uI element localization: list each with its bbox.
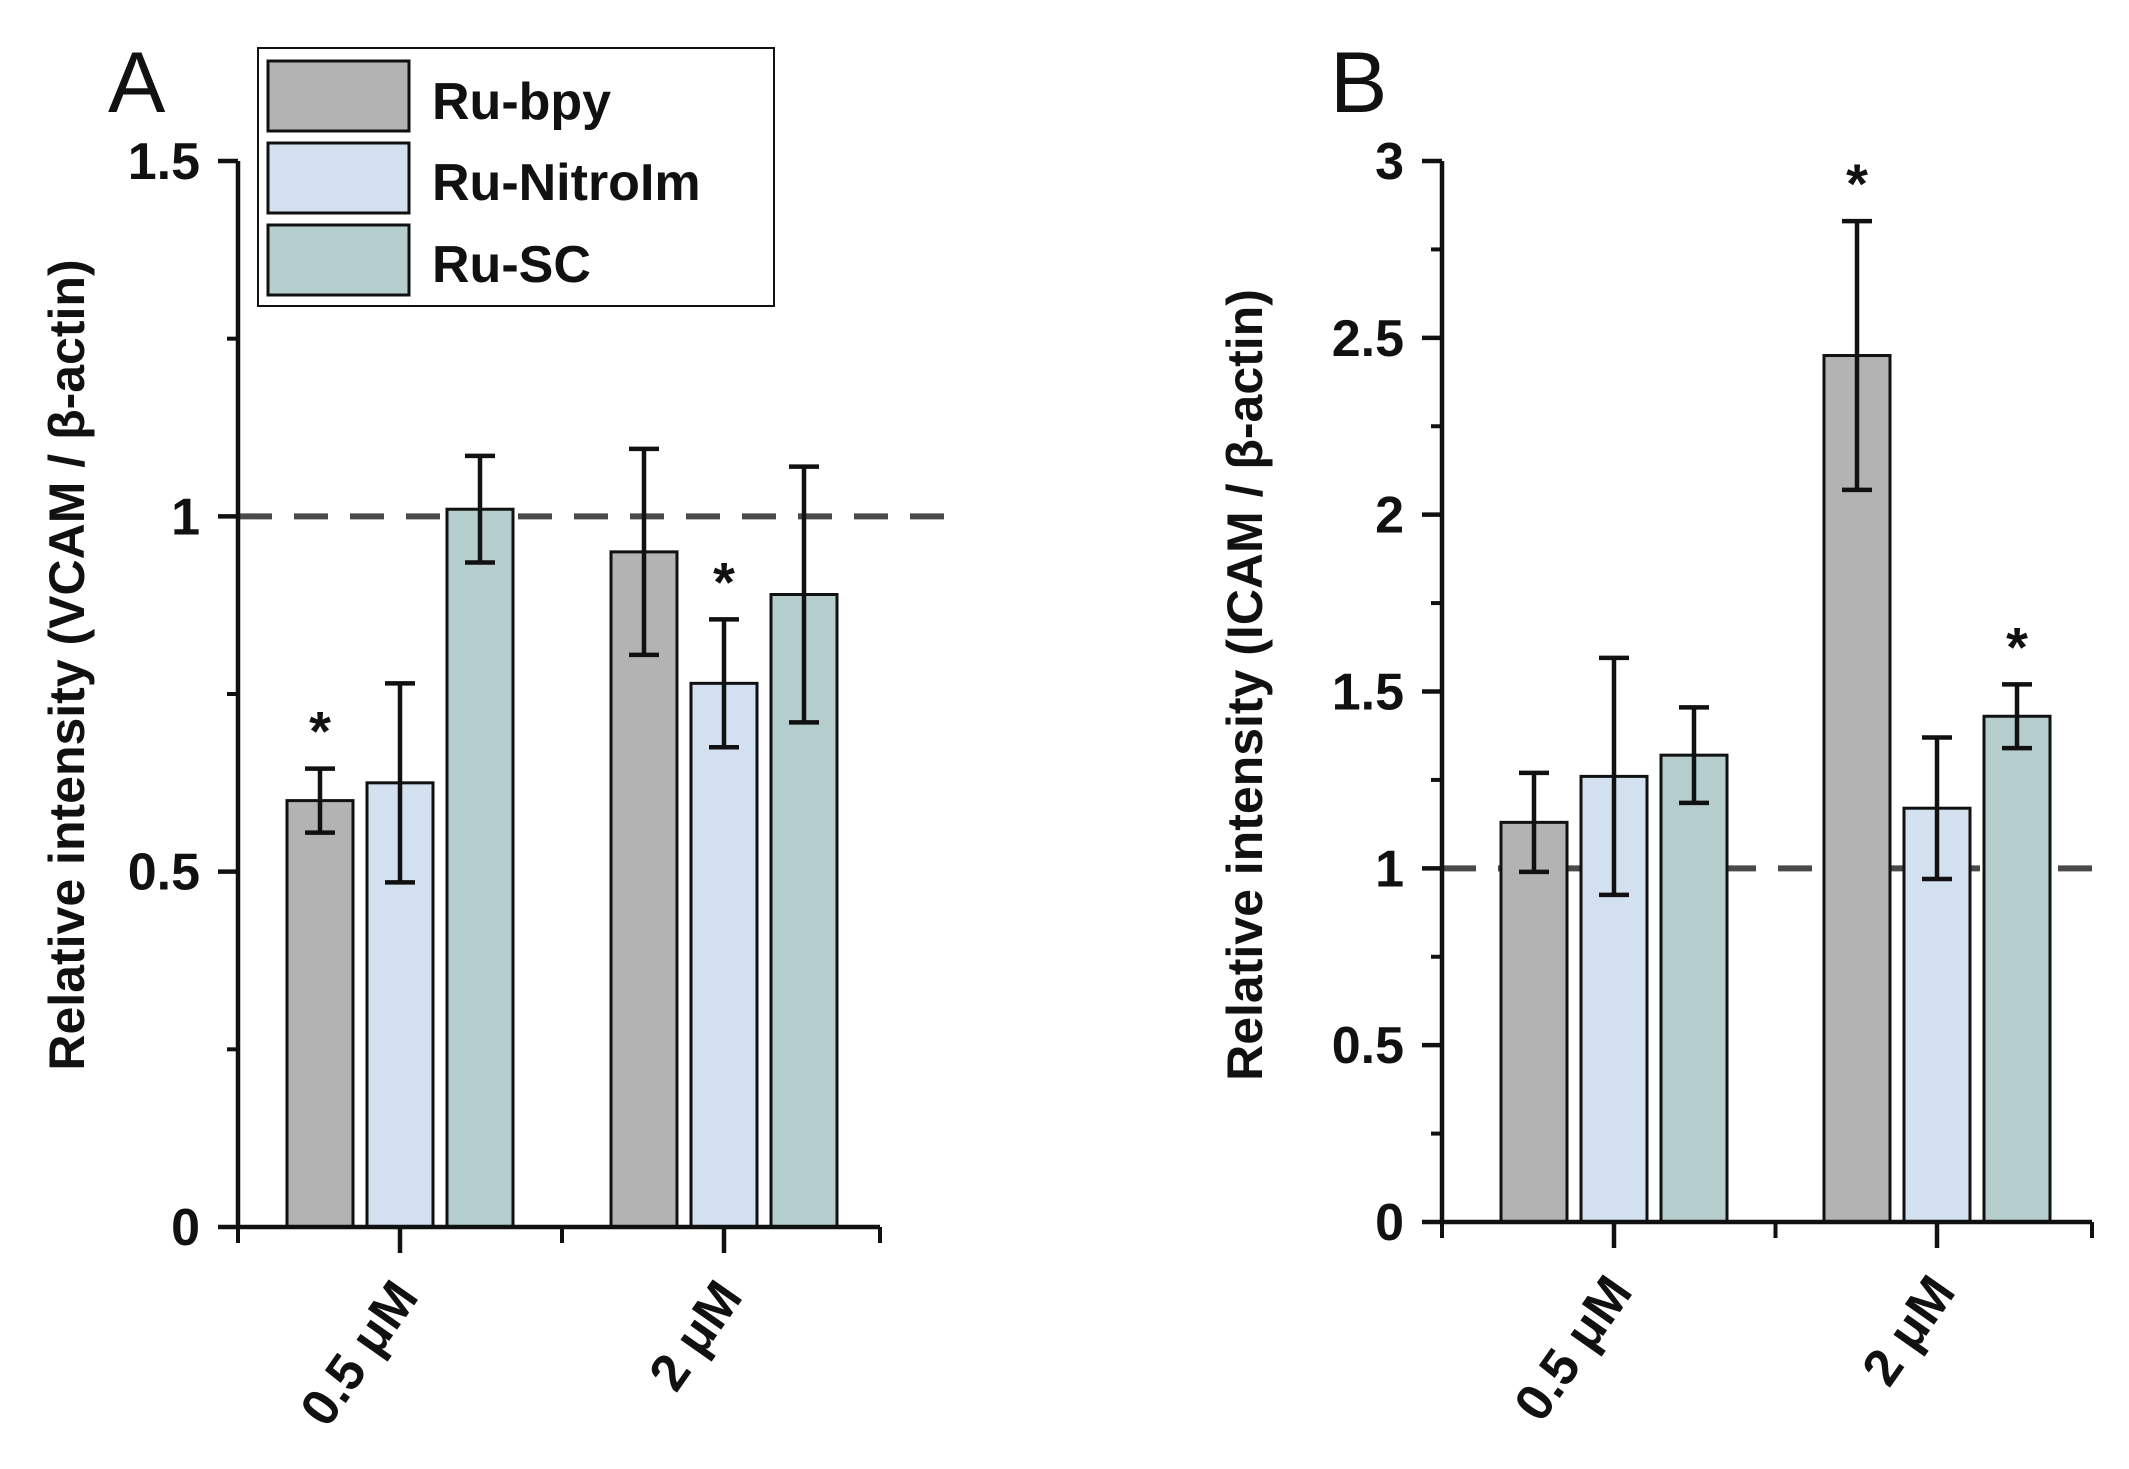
panel-b-significance-markers: ** <box>1846 152 2028 678</box>
b-y-tick-label-3: 3 <box>1375 133 1404 191</box>
panel-a-bars <box>285 507 839 1229</box>
b-bar-ru-sc-0-5-m <box>1659 753 1729 1224</box>
b-y-tick-label-2: 2 <box>1375 487 1404 545</box>
panel-a-chart: A Relative intensity (VCAM / β-actin) **… <box>39 35 962 1436</box>
panel-b-y-tick-labels: 0 0.5 1 1.5 2 2.5 3 <box>1332 133 1404 1252</box>
panel-b-error-bars <box>1519 218 2032 898</box>
panel-a-y-tick-labels: 0 0.5 1 1.5 <box>128 133 200 1257</box>
legend-label-ru-sc: Ru-SC <box>432 236 591 294</box>
panel-b-bars <box>1499 354 2052 1224</box>
a-x-tick-label-2-m: 2 μM <box>638 1271 753 1401</box>
panel-a-significance-markers: ** <box>309 550 735 762</box>
a-bar-ru-bpy-0-5-m <box>285 799 355 1229</box>
b-y-tick-label-1-5: 1.5 <box>1332 664 1404 722</box>
a-significance-star-ru-bpy-0-5-m: * <box>309 700 331 763</box>
legend-swatch-ru-bpy <box>266 59 411 133</box>
a-x-tick-label-0-5-m: 0.5 μM <box>289 1271 429 1437</box>
b-y-tick-label-2-5: 2.5 <box>1332 310 1404 368</box>
panel-a-y-axis-label: Relative intensity (VCAM / β-actin) <box>39 259 95 1070</box>
a-y-tick-label-0: 0 <box>171 1199 200 1257</box>
legend-label-ru-bpy: Ru-bpy <box>432 73 611 131</box>
b-y-tick-label-1: 1 <box>1375 840 1404 898</box>
b-x-tick-label-2-m: 2 μM <box>1851 1266 1966 1396</box>
panel-a-error-bars <box>305 446 819 885</box>
panel-a-axes <box>218 158 882 1253</box>
panel-a-x-tick-labels: 0.5 μM 2 μM <box>289 1271 753 1437</box>
b-bar-ru-sc-2-m <box>1982 714 2052 1224</box>
a-y-tick-label-0-5: 0.5 <box>128 844 200 902</box>
a-significance-star-ru-nitroim-2-m: * <box>713 550 735 613</box>
a-bar-ru-sc-0-5-m <box>445 507 515 1229</box>
panel-b-y-axis-label: Relative intensity (ICAM / β-actin) <box>1217 289 1273 1081</box>
panel-a-label: A <box>108 35 166 131</box>
a-y-tick-label-1: 1 <box>171 488 200 546</box>
b-significance-star-ru-bpy-2-m: * <box>1846 152 1868 215</box>
b-x-tick-label-0-5-m: 0.5 μM <box>1503 1266 1643 1432</box>
b-y-tick-label-0: 0 <box>1375 1194 1404 1252</box>
panel-b-label: B <box>1330 35 1387 131</box>
b-y-tick-label-0-5: 0.5 <box>1332 1017 1404 1075</box>
panel-b-axes <box>1422 158 2094 1248</box>
legend-swatch-ru-sc <box>266 223 411 297</box>
b-significance-star-ru-sc-2-m: * <box>2006 615 2028 678</box>
legend-label-ru-nitroim: Ru-NitroIm <box>432 154 701 212</box>
b-bar-ru-bpy-0-5-m <box>1499 820 1569 1224</box>
legend-swatch-ru-nitroim <box>266 141 411 215</box>
a-bar-ru-nitroim-2-m <box>689 681 759 1229</box>
panel-b-chart: B Relative intensity (ICAM / β-actin) **… <box>1217 35 2112 1431</box>
panel-b-x-tick-labels: 0.5 μM 2 μM <box>1503 1266 1966 1432</box>
legend: Ru-bpy Ru-NitroIm Ru-SC <box>257 47 775 307</box>
a-y-tick-label-1-5: 1.5 <box>128 133 200 191</box>
